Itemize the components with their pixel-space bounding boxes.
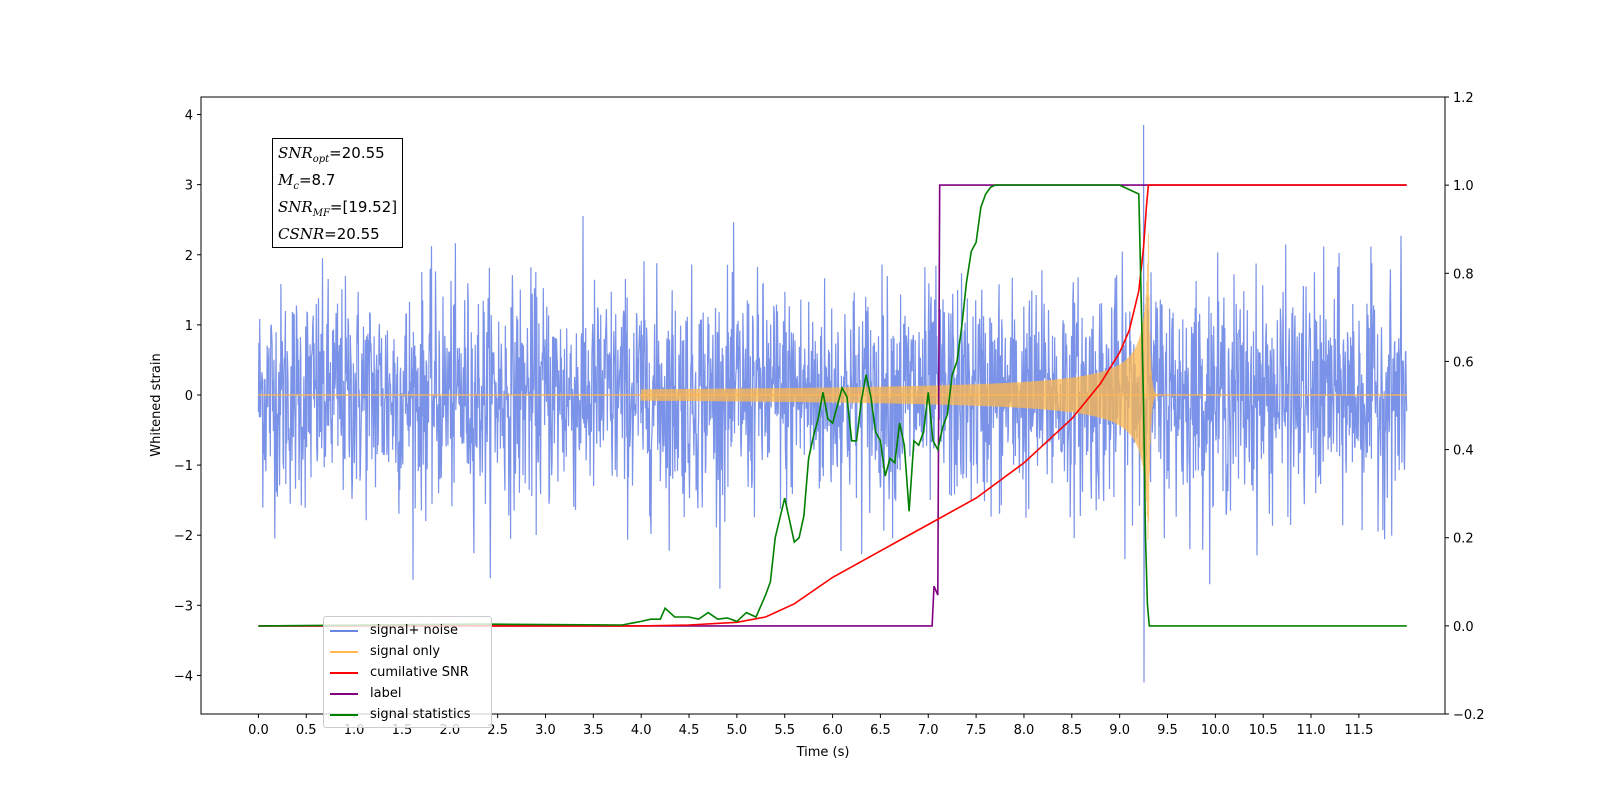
legend-label: signal only xyxy=(370,644,441,659)
snr-opt-row: SNRopt=20.55 xyxy=(278,144,385,165)
metrics-annotation-box: SNRopt=20.55 Mc=8.7 SNRMF=[19.52] CSNR=2… xyxy=(272,138,404,248)
legend-label: signal+ noise xyxy=(370,623,459,638)
legend-swatch xyxy=(330,629,358,632)
y2-tick-label: 0.2 xyxy=(1453,532,1474,547)
y-tick-label: 3 xyxy=(185,179,193,194)
signal-noise-line xyxy=(257,124,1408,683)
x-tick-label: 7.5 xyxy=(966,723,987,738)
mc-row: Mc=8.7 xyxy=(278,171,336,192)
x-tick-label: 10.5 xyxy=(1249,723,1278,738)
y2-tick-label: 0.4 xyxy=(1453,444,1474,459)
x-tick-label: 2.5 xyxy=(487,723,508,738)
csnr-value: 20.55 xyxy=(336,225,380,243)
x-axis-label: Time (s) xyxy=(796,745,850,760)
x-tick-label: 8.0 xyxy=(1014,723,1035,738)
x-tick-label: 5.0 xyxy=(727,723,748,738)
x-tick-label: 0.0 xyxy=(248,723,269,738)
y2-tick-label: 0.6 xyxy=(1453,355,1474,370)
csnr-row: CSNR=20.55 xyxy=(278,225,380,243)
y2-tick-label: −0.2 xyxy=(1453,708,1485,723)
signal-noise-series xyxy=(257,124,1408,683)
x-tick-label: 3.5 xyxy=(583,723,604,738)
legend-label: cumilative SNR xyxy=(370,665,469,680)
y-tick-label: −2 xyxy=(174,529,193,544)
x-tick-label: 4.0 xyxy=(631,723,652,738)
x-tick-label: 4.5 xyxy=(679,723,700,738)
x-tick-label: 11.5 xyxy=(1344,723,1373,738)
y2-tick-label: 0.8 xyxy=(1453,267,1474,282)
plot-frame xyxy=(200,96,1446,715)
y2-tick-label: 1.0 xyxy=(1453,179,1474,194)
legend-item-signal-noise: signal+ noise xyxy=(330,620,485,641)
legend-swatch xyxy=(330,650,358,653)
legend-swatch xyxy=(330,692,358,695)
snr-mf-value: [19.52] xyxy=(342,198,398,216)
x-tick-label: 10.0 xyxy=(1201,723,1230,738)
x-tick-label: 8.5 xyxy=(1061,723,1082,738)
legend-item-signal-statistics: signal statistics xyxy=(330,704,485,725)
y-tick-label: 2 xyxy=(185,249,193,264)
right-axis-series xyxy=(258,184,1407,627)
y-tick-label: −4 xyxy=(174,669,193,684)
legend-item-cumulative-snr: cumilative SNR xyxy=(330,662,485,683)
y-axis-label: Whitened strain xyxy=(149,353,164,456)
x-tick-label: 9.5 xyxy=(1157,723,1178,738)
snr-opt-value: 20.55 xyxy=(341,144,385,162)
y-axis-ticks: 4 3 2 1 0 −1 −2 −3 −4 xyxy=(174,109,201,684)
y-tick-label: −1 xyxy=(174,459,193,474)
x-tick-label: 11.0 xyxy=(1297,723,1326,738)
y2-axis-ticks: 1.2 1.0 0.8 0.6 0.4 0.2 0.0 −0.2 xyxy=(1445,91,1485,723)
legend-label: signal statistics xyxy=(370,707,471,722)
legend-item-label: label xyxy=(330,683,485,704)
label-line xyxy=(258,184,1407,627)
signal-only-series xyxy=(258,233,1407,540)
legend-item-signal-only: signal only xyxy=(330,641,485,662)
x-tick-label: 3.0 xyxy=(535,723,556,738)
cumulative-snr-line xyxy=(258,184,1407,627)
x-tick-label: 5.5 xyxy=(774,723,795,738)
x-tick-label: 6.0 xyxy=(822,723,843,738)
y-tick-label: 1 xyxy=(185,319,193,334)
snr-mf-row: SNRMF=[19.52] xyxy=(278,198,398,219)
mc-value: 8.7 xyxy=(311,171,336,189)
legend: signal+ noise signal only cumilative SNR… xyxy=(323,616,492,728)
y2-tick-label: 1.2 xyxy=(1453,91,1474,106)
y2-tick-label: 0.0 xyxy=(1453,620,1474,635)
signal-statistics-line xyxy=(258,184,1407,627)
legend-swatch xyxy=(330,713,358,716)
x-tick-label: 9.0 xyxy=(1109,723,1130,738)
x-tick-label: 7.0 xyxy=(918,723,939,738)
y-tick-label: −3 xyxy=(174,599,193,614)
legend-swatch xyxy=(330,671,358,674)
y-tick-label: 0 xyxy=(185,389,193,404)
y-tick-label: 4 xyxy=(185,109,193,124)
legend-label: label xyxy=(370,686,402,701)
x-tick-label: 6.5 xyxy=(870,723,891,738)
x-tick-label: 0.5 xyxy=(296,723,317,738)
